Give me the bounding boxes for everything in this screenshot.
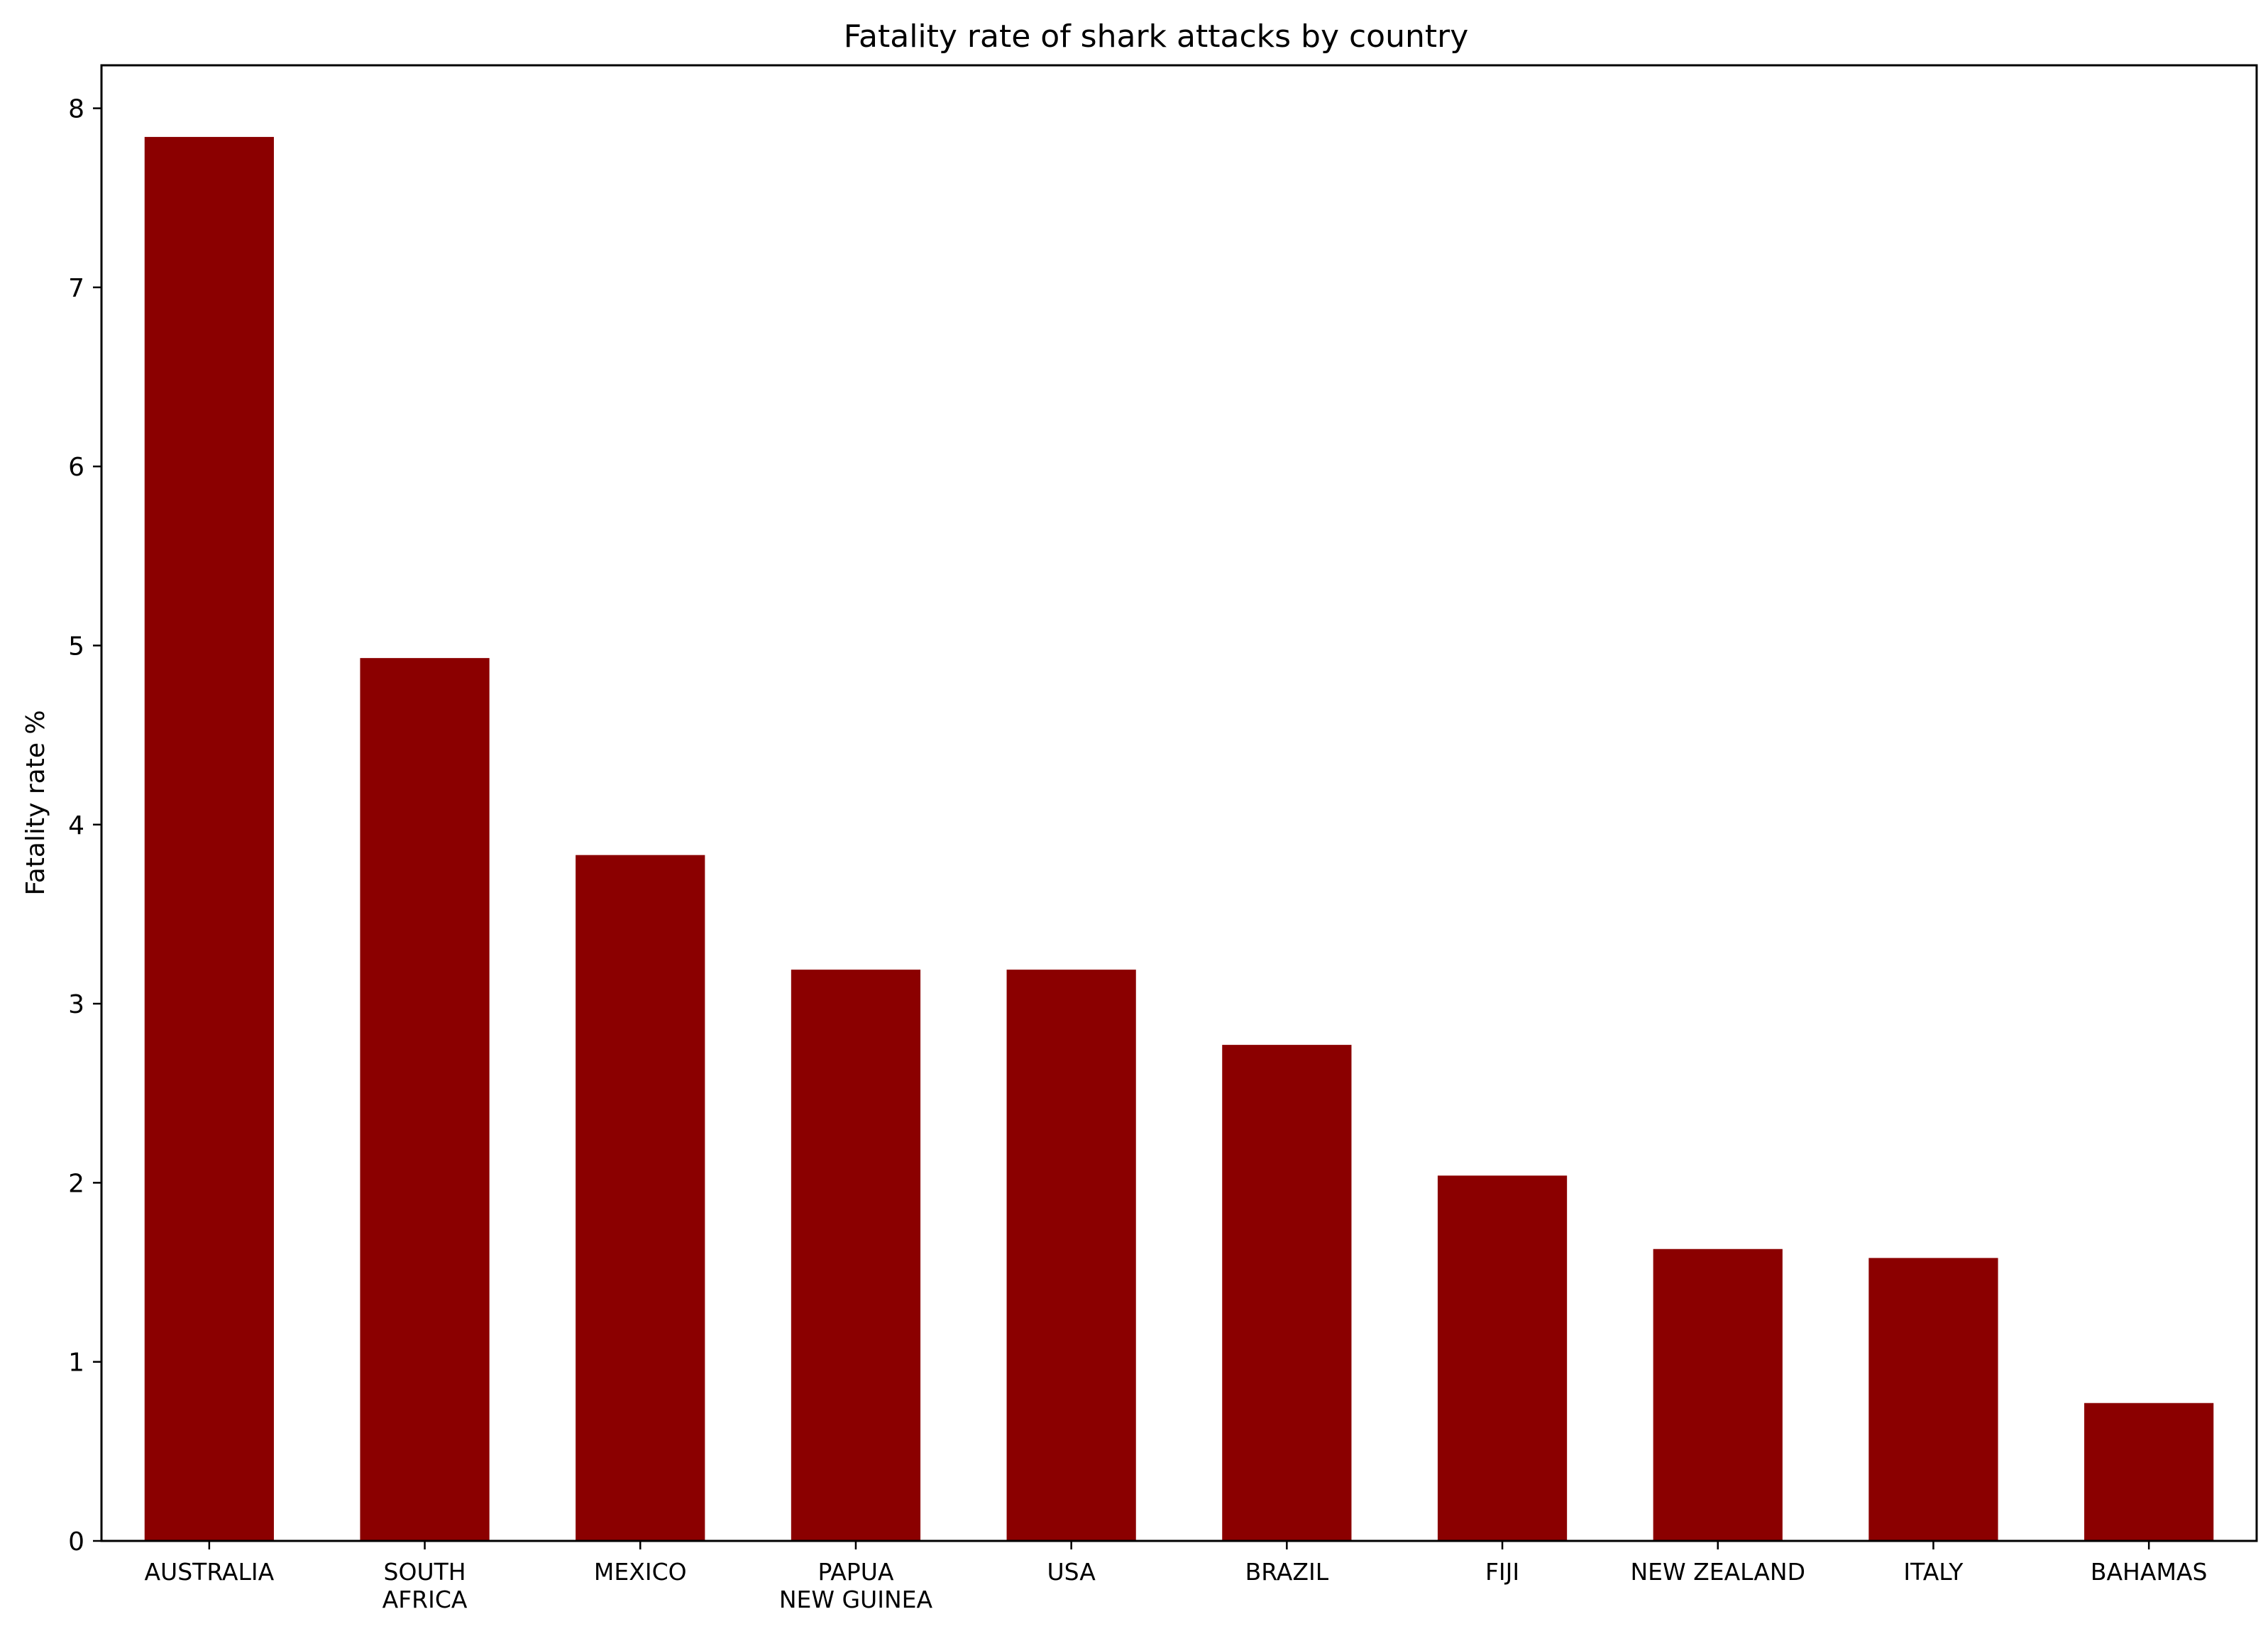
bar-7 [1653, 1248, 1783, 1541]
bar-2 [576, 855, 705, 1541]
x-tick-label-line: BRAZIL [1245, 1558, 1329, 1586]
y-tick-label: 3 [68, 990, 84, 1019]
x-tick-label: BAHAMAS [2091, 1558, 2208, 1586]
x-tick-label: PAPUA NEW GUINEA [779, 1558, 933, 1613]
bar-8 [1868, 1258, 1998, 1541]
x-tick-label: ITALY [1903, 1558, 1964, 1586]
plot-frame [100, 64, 2258, 1542]
x-tick-label-line: BAHAMAS [2091, 1558, 2208, 1586]
y-tick-label: 8 [68, 95, 84, 124]
y-tick-label: 6 [68, 453, 84, 482]
x-tick-label-line: USA [1047, 1558, 1096, 1586]
x-tick-label: SOUTH AFRICA [382, 1558, 468, 1613]
x-axis-ticks: AUSTRALIA SOUTH AFRICA MEXICO PAPUA NEW GUINE… [144, 1541, 2207, 1613]
y-tick-label: 2 [68, 1169, 84, 1198]
bars-group [144, 136, 2214, 1541]
y-tick-label: 0 [68, 1527, 84, 1557]
bar-4 [1006, 970, 1136, 1541]
y-tick-label: 4 [68, 811, 84, 840]
chart-title: Fatality rate of shark attacks by countr… [844, 18, 1469, 55]
x-tick-label-line: ITALY [1903, 1558, 1964, 1586]
x-tick-label: USA [1047, 1558, 1096, 1586]
bar-0 [144, 136, 274, 1541]
x-tick-label-line: NEW ZEALAND [1630, 1558, 1805, 1586]
y-tick-label: 5 [68, 632, 84, 661]
bar-1 [360, 658, 490, 1541]
x-tick-label: BRAZIL [1245, 1558, 1329, 1586]
bar-3 [791, 970, 921, 1541]
bar-6 [1437, 1175, 1568, 1541]
bar-9 [2084, 1403, 2214, 1541]
x-tick-label-line: PAPUA [818, 1558, 893, 1586]
x-tick-label-line: NEW GUINEA [779, 1586, 933, 1613]
x-tick-label: AUSTRALIA [144, 1558, 274, 1586]
y-tick-label: 7 [68, 274, 84, 303]
bar-5 [1222, 1045, 1352, 1541]
x-tick-label-line: AFRICA [382, 1586, 468, 1613]
y-axis-ticks: 0 1 2 3 4 5 6 7 8 [68, 95, 101, 1557]
y-tick-label: 1 [68, 1349, 84, 1378]
x-tick-label-line: FIJI [1485, 1558, 1519, 1586]
x-tick-label: NEW ZEALAND [1630, 1558, 1805, 1586]
x-tick-label-line: SOUTH [384, 1558, 466, 1586]
y-axis-label: Fatality rate % [21, 710, 50, 895]
x-tick-label: MEXICO [594, 1558, 687, 1586]
x-tick-label-line: AUSTRALIA [144, 1558, 274, 1586]
x-tick-label: FIJI [1485, 1558, 1519, 1586]
x-tick-label-line: MEXICO [594, 1558, 687, 1586]
